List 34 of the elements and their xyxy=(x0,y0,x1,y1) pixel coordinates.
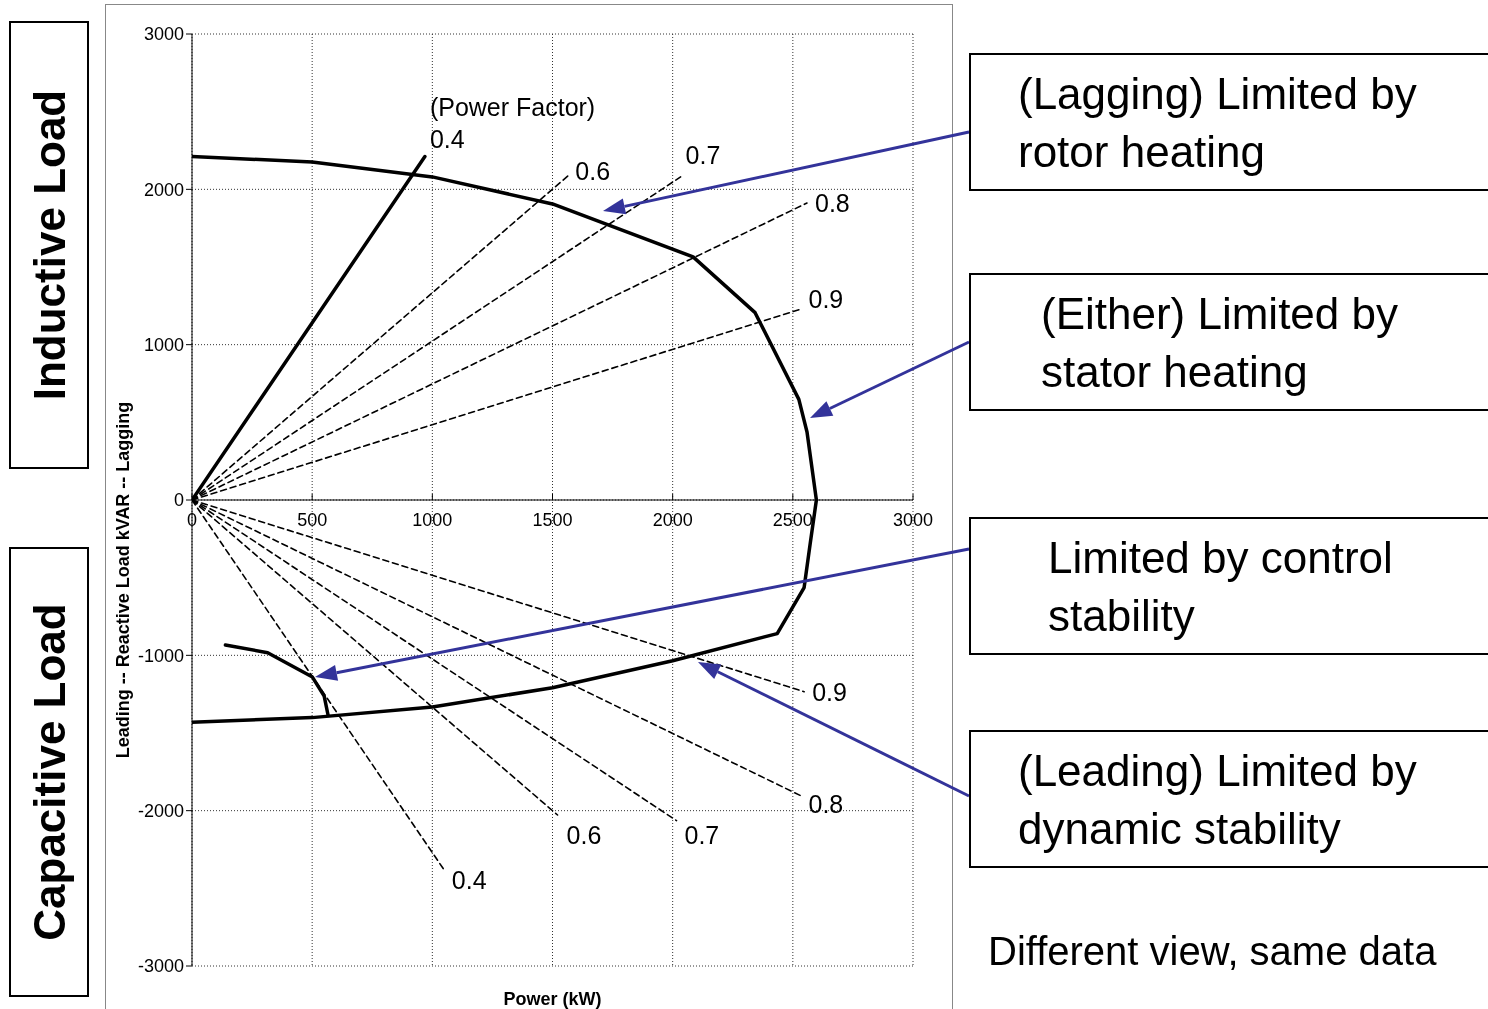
y-tick-label: 0 xyxy=(173,490,184,511)
annotation: 0.6 xyxy=(566,821,602,850)
x-tick-label: 2500 xyxy=(772,510,813,530)
x-tick-label: 0 xyxy=(186,510,198,530)
y-axis-title: Leading -- Reactive Load kVAR -- Lagging xyxy=(113,401,134,759)
text: Limited by control stability xyxy=(1048,532,1394,642)
annotation: 0.9 xyxy=(812,677,847,706)
x-tick-label: 1000 xyxy=(412,510,453,530)
y-tick-label: 2000 xyxy=(143,179,184,200)
text: Inductive Load xyxy=(24,89,74,401)
annotation: 0.7 xyxy=(684,820,720,849)
x-tick-label: 1500 xyxy=(532,510,573,530)
x-tick-label: 500 xyxy=(297,510,328,530)
annotation: 0.8 xyxy=(808,790,844,819)
annotation: 0.4 xyxy=(451,865,487,894)
y-tick-label: 3000 xyxy=(143,24,184,45)
y-tick-label: -1000 xyxy=(137,645,184,666)
x-axis-title: Power (kW) xyxy=(503,989,602,1009)
y-tick-label: -3000 xyxy=(137,956,184,977)
x-tick-label: 2000 xyxy=(652,510,693,530)
text: Capacitive Load xyxy=(24,603,74,941)
x-tick-label: 3000 xyxy=(892,510,934,530)
y-tick-label: 1000 xyxy=(143,335,184,356)
text: (Lagging) Limited by rotor heating xyxy=(1018,68,1418,178)
annotation: 0.9 xyxy=(808,284,844,313)
text: (Leading) Limited by dynamic stability xyxy=(1018,745,1418,855)
annotation: 0.7 xyxy=(685,140,721,169)
annotation: (Power Factor) xyxy=(429,92,596,121)
annotation: 0.4 xyxy=(429,124,465,153)
text: (Either) Limited by stator heating xyxy=(1041,288,1399,398)
y-tick-label: -2000 xyxy=(137,801,184,822)
text: Different view, same data xyxy=(988,929,1438,973)
annotation: 0.6 xyxy=(575,156,611,185)
annotation: 0.8 xyxy=(815,189,850,217)
